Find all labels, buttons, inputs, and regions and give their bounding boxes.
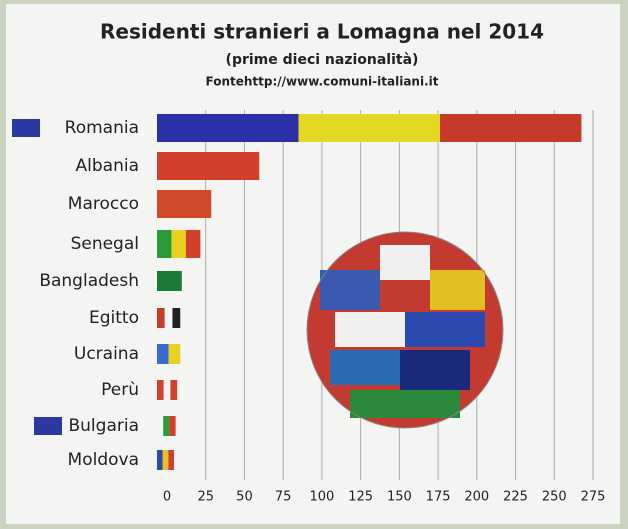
- bar: [157, 114, 582, 142]
- y-tick-label: Senegal: [71, 234, 139, 254]
- bar-stripe: [162, 450, 169, 470]
- x-tick-label: 75: [275, 490, 292, 505]
- bar-stripe: [157, 190, 212, 218]
- chart-title: Residenti stranieri a Lomagna nel 2014: [100, 20, 544, 44]
- x-tick-label: 25: [197, 490, 214, 505]
- paper: [6, 4, 620, 524]
- y-tick-label: Romania: [65, 118, 139, 138]
- y-tick-label: Marocco: [68, 194, 139, 214]
- bar-stripe: [185, 230, 201, 258]
- y-tick-label: Albania: [76, 156, 139, 176]
- y-tick-label: Bangladesh: [39, 271, 139, 291]
- eu-flag-icon: [34, 417, 62, 435]
- x-tick-label: 225: [503, 490, 528, 505]
- bar: [157, 308, 181, 328]
- x-tick-label: 175: [426, 490, 451, 505]
- bar-stripe: [168, 450, 175, 470]
- bar-stripe: [168, 344, 181, 364]
- bar: [157, 344, 181, 364]
- x-tick-label: 275: [581, 490, 606, 505]
- y-tick-label: Perù: [101, 380, 139, 400]
- bar: [157, 230, 201, 258]
- x-tick-label: 0: [163, 490, 171, 505]
- bar-stripe: [157, 271, 182, 291]
- bar-stripe: [172, 308, 181, 328]
- bar-stripe: [157, 416, 164, 436]
- bar-stripe: [171, 230, 186, 258]
- y-tick-label: Bulgaria: [69, 416, 140, 436]
- bar: [157, 271, 182, 291]
- y-tick-label: Ucraina: [74, 344, 139, 364]
- bar: [157, 380, 178, 400]
- bar-stripe: [157, 344, 169, 364]
- x-tick-label: 250: [542, 490, 567, 505]
- bar-stripe: [298, 114, 440, 142]
- x-tick-label: 100: [309, 490, 334, 505]
- bar: [157, 190, 212, 218]
- source: Fontehttp://www.comuni-italiani.it: [206, 75, 439, 89]
- y-tick-label: Egitto: [89, 308, 139, 328]
- y-tick-label: Moldova: [68, 450, 139, 470]
- bar-stripe: [163, 380, 171, 400]
- bar-stripe: [164, 308, 173, 328]
- x-tick-label: 150: [387, 490, 412, 505]
- chart-subtitle: (prime dieci nazionalità): [226, 52, 419, 68]
- globe-illustration: [306, 231, 504, 429]
- bar-stripe: [439, 114, 582, 142]
- bar-stripe: [157, 380, 164, 400]
- bar-stripe: [170, 380, 178, 400]
- bar: [157, 416, 176, 436]
- eu-flag-icon: [12, 119, 40, 137]
- bar-stripe: [169, 416, 176, 436]
- bar-stripe: [157, 114, 299, 142]
- x-tick-label: 50: [236, 490, 253, 505]
- bar-stripe: [157, 230, 172, 258]
- bar: [157, 152, 260, 180]
- bar-stripe: [157, 308, 165, 328]
- bar: [157, 450, 175, 470]
- x-tick-label: 125: [348, 490, 373, 505]
- x-tick-label: 200: [464, 490, 489, 505]
- bar-stripe: [163, 416, 170, 436]
- bar-stripe: [157, 152, 260, 180]
- bar-stripe: [157, 450, 163, 470]
